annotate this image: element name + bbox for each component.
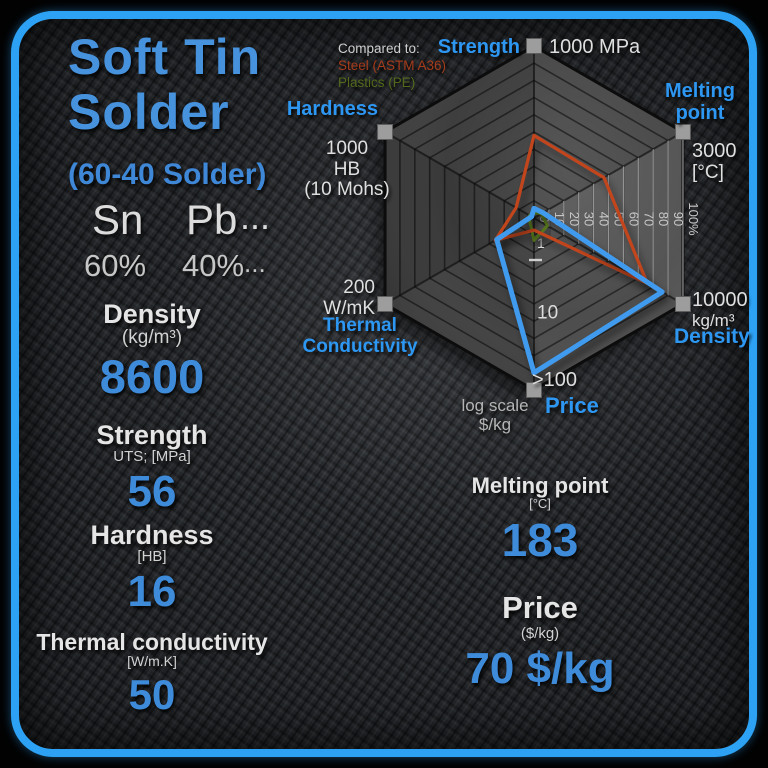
axis-label-density: Density bbox=[674, 325, 750, 348]
density-max-unit: kg/m³ bbox=[692, 310, 735, 330]
melting-point-unit: [°C] bbox=[529, 496, 551, 512]
radar-series-soft-tin-solder bbox=[494, 205, 665, 376]
axis-label-hardness: Hardness bbox=[286, 98, 378, 120]
element-percent-more: ... bbox=[244, 248, 266, 278]
axis-max-strength: 1000 MPa bbox=[549, 36, 641, 58]
material-subtitle: (60-40 Solder) bbox=[68, 158, 267, 191]
chart-legend: Compared to: Steel (ASTM A36) Plastics (… bbox=[338, 40, 446, 91]
density-value: 8600 bbox=[99, 350, 205, 404]
radar-tick-80: 80 bbox=[656, 212, 671, 226]
melting-max-value: 3000 bbox=[692, 140, 737, 162]
thermal-max-value: 200 bbox=[343, 277, 375, 298]
density-max-value: 10000 bbox=[692, 289, 748, 311]
hardness-value: 16 bbox=[127, 566, 177, 616]
axis-label-melting-point: Melting point bbox=[665, 80, 735, 124]
radar-light-ring-8 bbox=[534, 128, 654, 308]
axis-label-strength: Strength bbox=[437, 36, 520, 58]
radar-tick-100%: 100% bbox=[686, 202, 701, 236]
radar-axis-marker-melting-point bbox=[674, 124, 691, 140]
radar-tick-20: 20 bbox=[567, 212, 582, 226]
price-scale-note-line1: log scale bbox=[461, 396, 529, 415]
radar-tick-30: 30 bbox=[582, 212, 597, 226]
thermal-conductivity-value: 50 bbox=[128, 670, 176, 718]
hardness-unit: [HB] bbox=[137, 548, 167, 566]
legend-title: Compared to: bbox=[338, 41, 420, 56]
axis-max-melting-point: 3000 [°C] bbox=[692, 140, 737, 183]
density-unit: (kg/m³) bbox=[121, 327, 183, 349]
axis-max-price: >100 bbox=[532, 369, 578, 391]
element-percent-1: 60% bbox=[84, 248, 147, 283]
axis-max-density: 10000 kg/m³ bbox=[692, 289, 748, 330]
property-hardness: Hardness [HB] 16 bbox=[22, 521, 282, 615]
legend-item-plastics: Plastics (PE) bbox=[338, 75, 416, 90]
radar-spoke-1 bbox=[533, 131, 684, 219]
property-thermal-conductivity: Thermal conductivity [W/m.K] 50 bbox=[22, 630, 282, 717]
thermal-conductivity-unit: [W/m.K] bbox=[127, 653, 177, 670]
material-title-line1: Soft Tin bbox=[68, 29, 262, 85]
material-title-line2: Solder bbox=[68, 84, 230, 140]
radar-chart: 0 10 20 30 40 50 60 70 80 90 100%110 bbox=[377, 38, 701, 398]
radar-light-ring-7 bbox=[534, 128, 639, 308]
axis-max-hardness: 1000 HB (10 Mohs) bbox=[303, 138, 391, 201]
axis-label-price: Price bbox=[545, 393, 599, 418]
strength-label: Strength bbox=[96, 420, 208, 450]
element-percent-2: 40% bbox=[182, 248, 245, 283]
thermal-conductivity-label: Thermal conductivity bbox=[36, 629, 268, 655]
radar-axis-marker-hardness bbox=[377, 124, 394, 140]
element-symbol-more: ... bbox=[240, 196, 271, 237]
radar-tick-90: 90 bbox=[671, 212, 686, 226]
thermal-max-unit: W/mK bbox=[323, 297, 375, 319]
axis-label-thermal: Thermal Conductivity bbox=[302, 315, 418, 357]
radar-tick-70: 70 bbox=[641, 212, 656, 226]
radar-axis-marker-thermal-conductivity bbox=[377, 296, 394, 312]
price-unit: ($/kg) bbox=[520, 624, 560, 642]
radar-tick-40: 40 bbox=[597, 212, 612, 226]
price-scale-note: log scale $/kg bbox=[448, 396, 542, 434]
price-label: Price bbox=[502, 590, 578, 625]
price-value: 70 $/kg bbox=[465, 643, 615, 693]
material-title: Soft Tin Solder bbox=[68, 30, 261, 140]
melting-max-unit: [°C] bbox=[692, 161, 724, 183]
radar-axis-marker-strength bbox=[526, 38, 542, 54]
radar-axis-marker-density bbox=[674, 296, 691, 312]
strength-value: 56 bbox=[127, 466, 177, 516]
price-tick-1: 1 bbox=[537, 235, 545, 251]
density-label: Density bbox=[103, 299, 201, 329]
radar-series-steel-astm-a36- bbox=[493, 133, 649, 285]
property-price: Price ($/kg) 70 $/kg bbox=[420, 590, 660, 693]
radar-spoke-5 bbox=[384, 131, 535, 219]
radar-tick-60: 60 bbox=[626, 212, 641, 226]
hardness-max-value: 1000 bbox=[325, 138, 369, 159]
melting-point-value: 183 bbox=[501, 514, 579, 567]
legend-item-steel: Steel (ASTM A36) bbox=[338, 58, 447, 73]
price-tick-10: 10 bbox=[537, 303, 558, 324]
melting-point-label: Melting point bbox=[471, 473, 609, 498]
hardness-max-unit: HB bbox=[333, 158, 361, 180]
strength-unit: UTS; [MPa] bbox=[113, 448, 191, 466]
element-symbol-2: Pb bbox=[186, 196, 238, 243]
hardness-max-mohs: (10 Mohs) bbox=[304, 179, 390, 201]
element-symbol-1: Sn bbox=[92, 196, 144, 243]
axis-max-thermal: 200 W/mK bbox=[295, 277, 375, 319]
property-strength: Strength UTS; [MPa] 56 bbox=[22, 421, 282, 515]
radar-light-ring-9 bbox=[534, 128, 669, 308]
price-scale-note-line2: $/kg bbox=[478, 414, 512, 434]
property-density: Density (kg/m³) 8600 bbox=[22, 300, 282, 402]
property-melting-point: Melting point [°C] 183 bbox=[420, 474, 660, 564]
radar-axis-marker-price bbox=[526, 382, 542, 398]
hardness-label: Hardness bbox=[90, 520, 214, 550]
